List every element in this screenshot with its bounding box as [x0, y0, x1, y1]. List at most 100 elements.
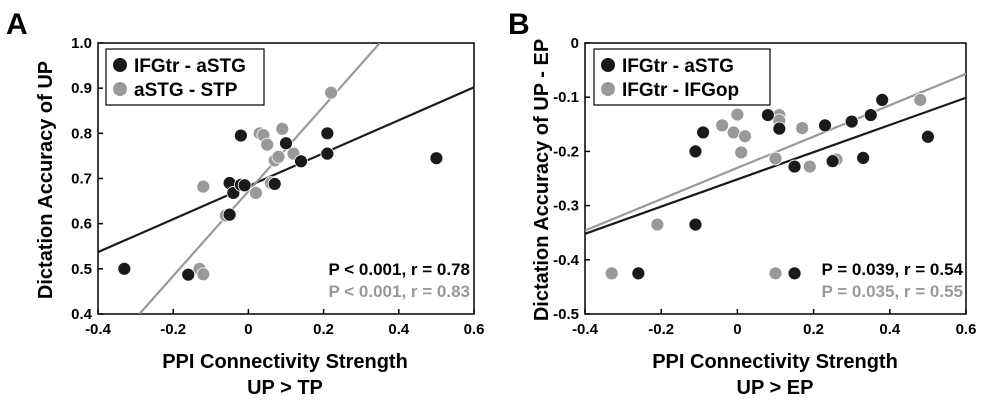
data-point-series-2 [260, 137, 275, 152]
fit-line-series-2 [138, 43, 381, 314]
y-tick-label: 0 [571, 35, 579, 52]
stat-text-series-1: P < 0.001, r = 0.78 [329, 260, 470, 279]
panel-b-letter: B [508, 8, 530, 41]
panel-b-xlabel-line2: UP > EP [737, 377, 814, 399]
data-point-series-1 [787, 266, 802, 281]
x-tick-label: 0.6 [464, 321, 485, 338]
y-tick-label: -0.2 [553, 143, 579, 160]
data-point-series-1 [760, 108, 775, 122]
data-point-series-1 [117, 261, 132, 276]
x-tick-label: 0 [733, 321, 741, 338]
legend-label-series-2: IFGtr - IFGop [622, 80, 739, 101]
x-tick-label: 0.4 [879, 321, 901, 338]
panel-a-legend: IFGtr - aSTG aSTG - STP [105, 48, 265, 106]
panel-a-xlabel-line2: UP > TP [247, 377, 323, 399]
x-tick-label: 0.2 [803, 321, 824, 338]
legend-marker-series-1 [113, 58, 127, 72]
panel-a: A Dictation Accuracy of UP PPI Connectiv… [6, 8, 484, 399]
data-point-series-1 [294, 154, 308, 169]
data-point-series-1 [631, 266, 646, 281]
data-point-series-2 [249, 186, 263, 200]
data-point-series-1 [267, 177, 282, 191]
data-point-series-2 [604, 266, 619, 281]
legend-label-series-2: aSTG - STP [134, 80, 238, 101]
y-tick-label: 0.7 [71, 171, 92, 188]
y-tick-label: -0.4 [553, 252, 580, 269]
data-point-series-2 [768, 266, 783, 281]
legend-marker-series-2 [113, 82, 127, 96]
legend-box [593, 48, 771, 106]
data-point-series-1 [233, 128, 248, 143]
y-tick-label: 0.9 [71, 80, 92, 97]
data-point-series-2 [271, 149, 286, 164]
legend-label-series-1: IFGtr - aSTG [134, 56, 246, 77]
y-tick-label: 0.4 [71, 306, 93, 323]
stat-text-series-2: P = 0.035, r = 0.55 [822, 282, 963, 301]
y-tick-label: 0.5 [71, 261, 92, 278]
panel-a-ylabel: Dictation Accuracy of UP [35, 61, 57, 299]
fit-line-series-1 [585, 96, 966, 235]
data-point-series-2 [913, 93, 928, 107]
panel-a-xlabel-line1: PPI Connectivity Strength [162, 351, 408, 373]
data-point-series-1 [320, 146, 335, 161]
data-point-series-1 [688, 217, 703, 232]
panel-b: B Dictation Accuracy of UP - EP PPI Conn… [508, 8, 976, 399]
x-tick-label: 0 [244, 321, 252, 338]
data-point-series-1 [844, 114, 859, 129]
data-point-series-1 [772, 121, 787, 136]
data-point-series-1 [222, 207, 237, 222]
y-tick-label: 0.8 [71, 125, 92, 142]
data-point-series-2 [196, 267, 211, 282]
x-tick-label: -0.2 [160, 321, 186, 338]
data-point-series-2 [802, 159, 817, 174]
data-point-series-1 [856, 151, 871, 165]
panel-b-legend: IFGtr - aSTG IFGtr - IFGop [593, 48, 771, 106]
data-point-series-2 [715, 118, 730, 133]
data-point-series-2 [795, 121, 810, 135]
x-tick-label: 0.4 [388, 321, 410, 338]
data-point-series-1 [818, 118, 832, 133]
x-tick-label: -0.4 [572, 321, 599, 338]
data-point-series-1 [279, 136, 293, 151]
y-tick-label: -0.5 [553, 306, 579, 323]
data-point-series-1 [688, 144, 703, 159]
data-point-series-2 [726, 125, 741, 140]
x-tick-label: -0.2 [648, 321, 674, 338]
data-point-series-2 [734, 145, 749, 160]
stat-text-series-1: P = 0.039, r = 0.54 [822, 260, 964, 279]
data-point-series-1 [863, 108, 878, 122]
data-point-series-1 [825, 154, 840, 169]
data-point-series-2 [768, 151, 783, 166]
data-point-series-1 [181, 267, 196, 282]
data-point-series-1 [921, 129, 935, 144]
data-point-series-1 [787, 159, 802, 174]
x-tick-label: 0.2 [313, 321, 334, 338]
data-point-series-1 [320, 126, 335, 141]
data-point-series-1 [696, 125, 711, 140]
data-point-series-1 [875, 93, 890, 107]
data-point-series-2 [324, 85, 339, 100]
data-point-series-1 [237, 178, 252, 193]
data-point-series-2 [275, 121, 290, 136]
legend-label-series-1: IFGtr - aSTG [622, 56, 734, 77]
x-tick-label: 0.6 [956, 321, 977, 338]
fit-line-series-1 [98, 86, 474, 254]
fit-lines [98, 43, 474, 314]
legend-box [105, 48, 265, 106]
stat-text-series-2: P < 0.001, r = 0.83 [329, 282, 470, 301]
y-tick-label: -0.3 [553, 198, 579, 215]
panel-a-letter: A [6, 8, 28, 41]
panel-b-ylabel: Dictation Accuracy of UP - EP [531, 39, 553, 321]
data-point-series-2 [738, 129, 752, 144]
y-tick-label: 1.0 [71, 35, 92, 52]
data-point-series-2 [730, 107, 745, 122]
x-tick-label: -0.4 [85, 321, 112, 338]
y-tick-label: -0.1 [553, 89, 579, 106]
panel-b-xlabel-line1: PPI Connectivity Strength [652, 351, 898, 373]
legend-marker-series-1 [601, 58, 615, 72]
data-point-series-1 [429, 151, 444, 166]
y-tick-label: 0.6 [71, 216, 92, 233]
legend-marker-series-2 [601, 82, 615, 96]
data-point-series-2 [650, 217, 665, 232]
